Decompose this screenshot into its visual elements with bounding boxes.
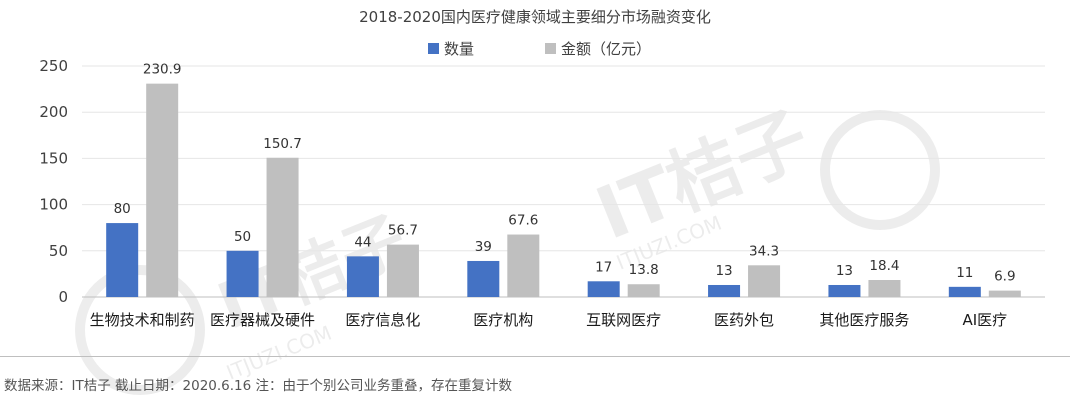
data-label: 50 xyxy=(234,229,251,245)
y-tick-label: 150 xyxy=(39,149,68,167)
footer-divider xyxy=(0,356,1070,357)
x-tick-label: 医药外包 xyxy=(714,311,774,329)
data-label: 34.3 xyxy=(749,243,779,259)
bar xyxy=(266,157,299,297)
data-label: 150.7 xyxy=(263,136,302,152)
x-tick-label: 其他医疗服务 xyxy=(819,311,909,329)
data-labels: 80 230.9 50 150.7 44 56.7 39 67.6 17 13.8 13 34.3 13… xyxy=(114,62,1016,285)
watermark-logo-circle xyxy=(820,110,940,230)
y-tick-label: 50 xyxy=(49,242,68,260)
bar xyxy=(868,279,901,297)
data-label: 39 xyxy=(475,239,492,255)
data-label: 67.6 xyxy=(508,213,538,229)
bar xyxy=(627,284,660,297)
y-axis: 0 50 100 150 200 250 xyxy=(39,57,68,306)
y-tick-label: 100 xyxy=(39,196,68,214)
data-label: 13.8 xyxy=(629,262,659,278)
bar xyxy=(988,290,1021,297)
data-label: 80 xyxy=(114,201,131,217)
data-label: 13 xyxy=(715,263,732,279)
bar xyxy=(467,260,500,297)
legend-swatch xyxy=(545,43,556,54)
y-tick-label: 250 xyxy=(39,57,68,75)
x-tick-label: 医疗器械及硬件 xyxy=(210,311,315,329)
legend-label: 金额（亿元） xyxy=(561,40,651,58)
bars xyxy=(106,83,1021,297)
bar xyxy=(748,265,781,297)
x-tick-label: 互联网医疗 xyxy=(586,311,661,329)
bar xyxy=(346,256,379,297)
legend: 数量 金额（亿元） xyxy=(428,40,651,58)
data-label: 56.7 xyxy=(388,223,418,239)
legend-swatch xyxy=(428,43,439,54)
gridlines xyxy=(82,65,1045,298)
bar xyxy=(828,284,861,297)
bar xyxy=(146,83,179,297)
y-tick-label: 200 xyxy=(39,103,68,121)
x-tick-label: 生物技术和制药 xyxy=(90,311,195,329)
bar xyxy=(587,281,620,297)
source-note: 数据来源：IT桔子 截止日期：2020.6.16 注：由于个别公司业务重叠，存在… xyxy=(4,378,513,394)
data-label: 17 xyxy=(595,259,612,275)
x-tick-label: AI医疗 xyxy=(962,311,1007,329)
data-label: 44 xyxy=(354,234,371,250)
bar xyxy=(386,244,419,297)
x-tick-label: 医疗机构 xyxy=(473,311,533,329)
bar xyxy=(948,286,981,297)
chart-title: 2018-2020国内医疗健康领域主要细分市场融资变化 xyxy=(359,8,711,26)
data-label: 230.9 xyxy=(143,62,182,78)
bar xyxy=(708,284,741,297)
y-tick-label: 0 xyxy=(58,288,68,306)
x-axis: 生物技术和制药 医疗器械及硬件 医疗信息化 医疗机构 互联网医疗 医药外包 其他医疗服务 AI… xyxy=(90,311,1007,329)
bar xyxy=(106,223,139,297)
data-label: 13 xyxy=(836,263,853,279)
x-tick-label: 医疗信息化 xyxy=(345,311,420,329)
legend-label: 数量 xyxy=(444,40,474,58)
data-label: 6.9 xyxy=(994,269,1015,285)
bar xyxy=(507,234,540,297)
watermark-logo-circle-2 xyxy=(75,265,205,395)
data-label: 11 xyxy=(956,265,973,281)
bar xyxy=(226,250,259,297)
data-label: 18.4 xyxy=(869,258,899,274)
